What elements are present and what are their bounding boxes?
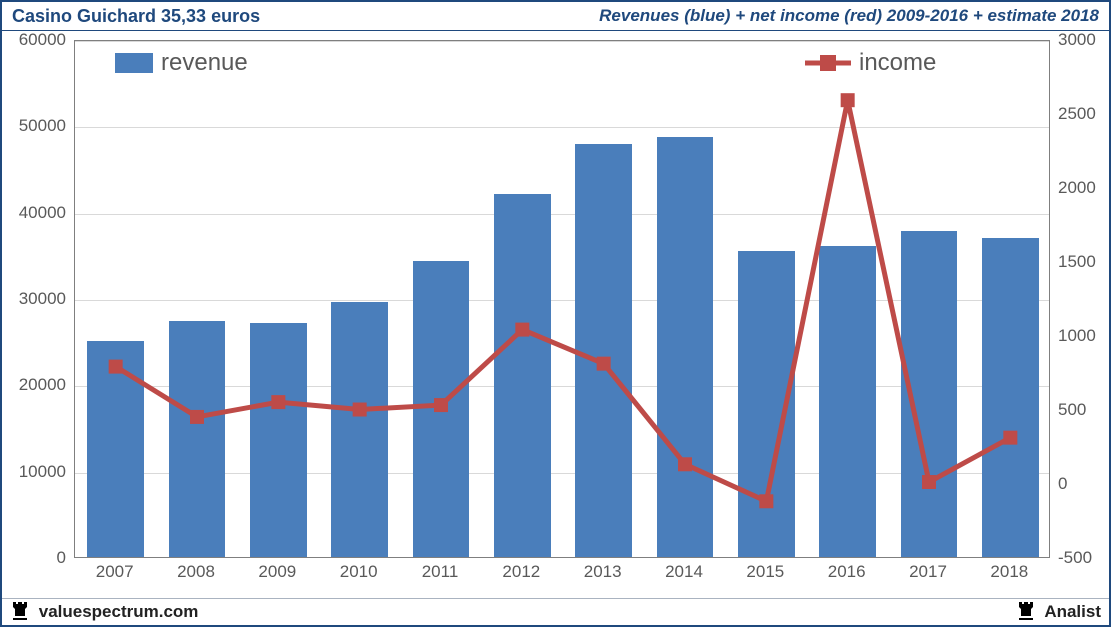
ytick-left: 0 [4,548,66,568]
gridline [75,41,1049,42]
bar [657,137,714,557]
xtick: 2010 [340,562,378,582]
legend-revenue-label: revenue [161,49,248,77]
ytick-right: 500 [1058,400,1086,420]
ytick-right: 2500 [1058,104,1096,124]
legend-revenue: revenue [115,49,248,77]
header-bar: Casino Guichard 35,33 euros Revenues (bl… [2,2,1109,31]
legend-income: income [805,49,936,77]
xtick: 2018 [990,562,1028,582]
bar [738,251,795,557]
xtick: 2012 [502,562,540,582]
rook-icon [10,600,30,625]
xtick: 2014 [665,562,703,582]
gridline [75,214,1049,215]
legend-bar-swatch [115,53,153,73]
legend-line-swatch [805,51,851,75]
xtick: 2009 [258,562,296,582]
bar [87,341,144,557]
ytick-left: 20000 [4,375,66,395]
title-right: Revenues (blue) + net income (red) 2009-… [599,6,1099,26]
plot-region: revenue income [74,40,1050,558]
bar [901,231,958,557]
bar [575,144,632,557]
ytick-left: 60000 [4,30,66,50]
income-marker [841,93,855,107]
bar [331,302,388,557]
title-left: Casino Guichard 35,33 euros [12,6,260,27]
xtick: 2011 [422,562,459,582]
ytick-right: 1000 [1058,326,1096,346]
ytick-left: 40000 [4,203,66,223]
footer-right-text: Analist [1044,601,1101,620]
bar [819,246,876,557]
ytick-right: 0 [1058,474,1067,494]
footer-left-text: valuespectrum.com [39,601,199,620]
gridline [75,127,1049,128]
bar [494,194,551,557]
ytick-right: 1500 [1058,252,1096,272]
bar [413,261,470,557]
bar [169,321,226,557]
ytick-left: 30000 [4,289,66,309]
bar [250,323,307,557]
legend-income-label: income [859,49,936,77]
chart-container: Casino Guichard 35,33 euros Revenues (bl… [0,0,1111,627]
xtick: 2017 [909,562,947,582]
chart-area: revenueincome 01000020000300004000050000… [4,32,1107,597]
xtick: 2016 [828,562,866,582]
ytick-right: 2000 [1058,178,1096,198]
xtick: 2015 [746,562,784,582]
ytick-right: 3000 [1058,30,1096,50]
footer-bar: valuespectrum.com Analist [2,598,1109,625]
bar [982,238,1039,557]
ytick-right: -500 [1058,548,1092,568]
ytick-left: 10000 [4,462,66,482]
xtick: 2008 [177,562,215,582]
footer-left: valuespectrum.com [10,600,198,625]
footer-right: Analist [1016,600,1101,625]
xtick: 2007 [96,562,134,582]
xtick: 2013 [584,562,622,582]
ytick-left: 50000 [4,116,66,136]
rook-icon [1016,600,1036,625]
